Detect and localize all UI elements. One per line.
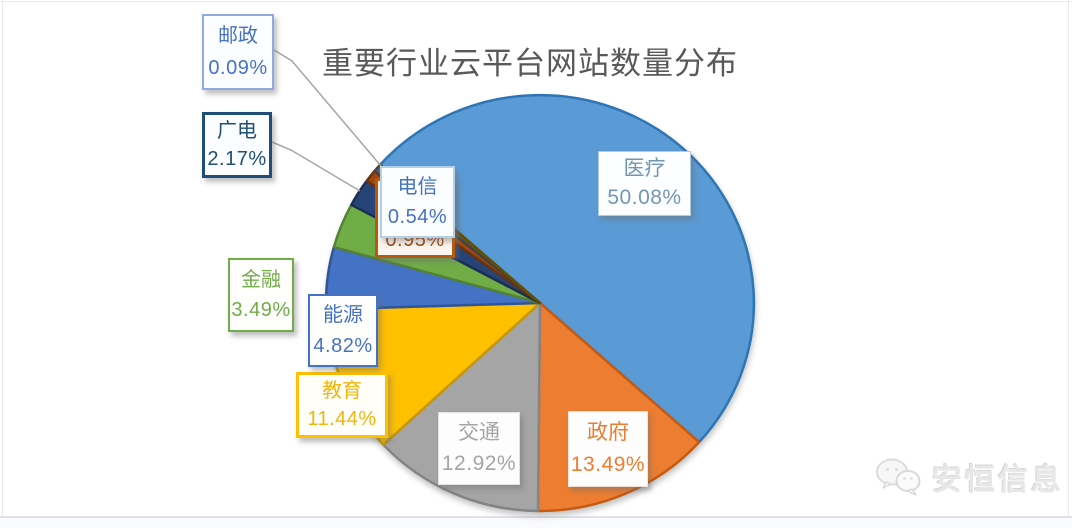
chart-title: 重要行业云平台网站数量分布 (322, 46, 738, 81)
callout-government-value: 13.49% (570, 453, 646, 476)
callout-medical-value: 50.08% (607, 185, 682, 209)
callout-finance: 金融 3.49% (228, 258, 294, 332)
callout-telecom-label: 电信 (397, 176, 438, 198)
page-border-top (0, 1, 1072, 2)
callout-education: 教育 11.44% (296, 372, 388, 438)
leader-line-broadcast (271, 141, 361, 192)
page-border-right (1068, 0, 1069, 517)
callout-medical: 医疗 50.08% (598, 151, 691, 216)
page-border-left (2, 0, 3, 517)
watermark-text: 安恒信息 (932, 464, 1064, 497)
callout-medical-label: 医疗 (623, 157, 666, 181)
callout-broadcast: 广电 2.17% (202, 112, 272, 178)
callout-telecom-value: 0.54% (387, 206, 448, 228)
callout-energy: 能源 4.82% (308, 294, 378, 367)
page-border-bottom (0, 516, 1072, 518)
callout-education-label: 教育 (322, 380, 362, 403)
callout-government: 政府 13.49% (568, 411, 648, 487)
callout-finance-label: 金融 (241, 268, 281, 291)
callout-telecom: 电信 0.54% (380, 166, 455, 238)
callout-transport-value: 12.92% (441, 452, 517, 475)
callout-transport: 交通 12.92% (438, 412, 520, 485)
callout-government-label: 政府 (587, 421, 629, 444)
watermark: 安恒信息 (872, 448, 1068, 506)
callout-energy-label: 能源 (323, 304, 363, 327)
wechat-logo-icon (876, 458, 921, 496)
callout-transport-label: 交通 (458, 421, 500, 444)
page-margin-strip (0, 518, 1072, 528)
callout-broadcast-label: 广电 (217, 120, 257, 143)
callout-education-value: 11.44% (307, 407, 377, 430)
callout-postal-value: 0.09% (208, 56, 268, 79)
callout-energy-value: 4.82% (313, 334, 373, 357)
callout-broadcast-value: 2.17% (207, 147, 267, 170)
callout-postal: 邮政 0.09% (202, 14, 274, 90)
callout-postal-label: 邮政 (218, 25, 258, 48)
callout-finance-value: 3.49% (231, 299, 291, 322)
leader-line-postal (273, 49, 382, 167)
